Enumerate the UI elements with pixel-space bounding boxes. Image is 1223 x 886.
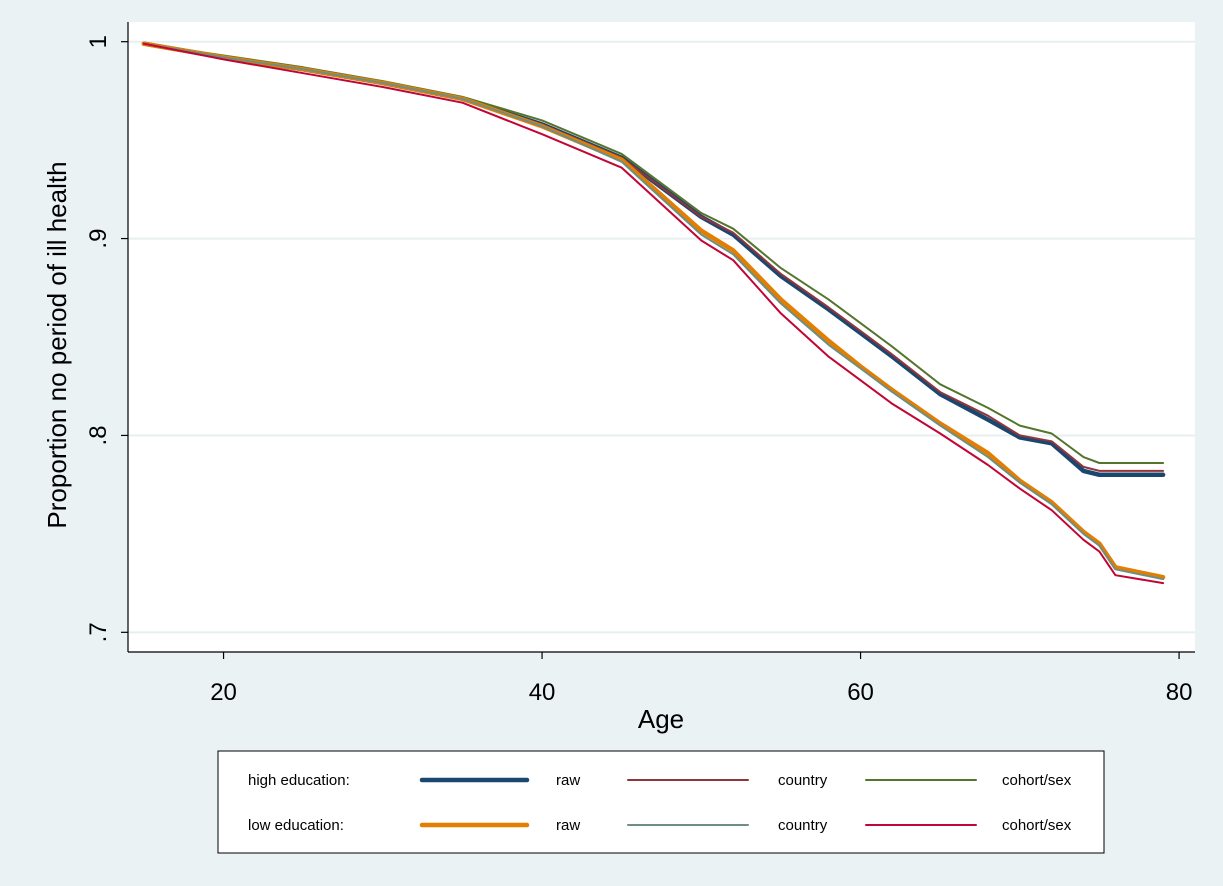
legend-label: cohort/sex — [1002, 772, 1072, 789]
legend: high education: low education: raw country c… — [217, 750, 1105, 854]
series-line — [142, 42, 1165, 585]
y-tick-label: 1 — [85, 35, 112, 48]
legend-group-label: low education: — [248, 817, 344, 834]
ticks: .7 .8 .9 1 20 40 60 80 — [85, 35, 1192, 706]
x-tick-label: 60 — [847, 679, 874, 706]
legend-label: raw — [556, 817, 580, 834]
axes — [127, 22, 1195, 653]
x-tick-label: 20 — [210, 679, 237, 706]
legend-box — [217, 750, 1105, 854]
x-tick-label: 80 — [1166, 679, 1193, 706]
legend-label: raw — [556, 772, 580, 789]
legend-label: cohort/sex — [1002, 817, 1072, 834]
series-layer — [141, 41, 1166, 585]
y-axis-title: Proportion no period of ill health — [42, 161, 72, 528]
y-tick-label: .8 — [85, 425, 112, 445]
x-tick-label: 40 — [529, 679, 556, 706]
plot-background — [128, 22, 1195, 652]
legend-label: country — [778, 772, 828, 789]
x-axis-title: Age — [638, 704, 684, 734]
y-tick-label: .7 — [85, 622, 112, 642]
y-tick-label: .9 — [85, 229, 112, 249]
series-line — [142, 42, 1165, 581]
legend-group-label: high education: — [248, 772, 350, 789]
legend-label: country — [778, 817, 828, 834]
